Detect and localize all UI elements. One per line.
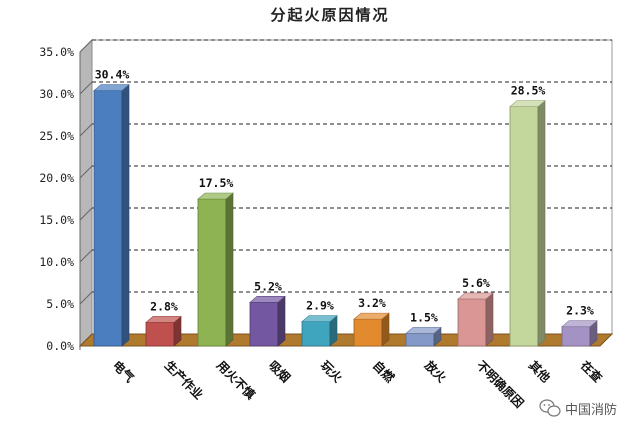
y-tick-label: 0.0% — [46, 339, 74, 353]
data-label: 3.2% — [358, 296, 386, 310]
bar — [457, 292, 494, 347]
bar — [405, 326, 442, 347]
wechat-icon — [539, 399, 561, 417]
gridline-side — [79, 81, 93, 95]
x-tick-label: 放火 — [421, 357, 450, 386]
bar — [561, 320, 598, 347]
bar — [197, 192, 234, 347]
gridline-side — [79, 39, 93, 53]
data-label: 1.5% — [410, 310, 438, 324]
data-label: 30.4% — [95, 68, 130, 82]
y-tick-label: 20.0% — [39, 171, 74, 185]
y-tick-label: 10.0% — [39, 255, 74, 269]
chart-title: 分起火原因情况 — [270, 6, 389, 24]
x-tick-label: 电气 — [110, 358, 138, 386]
bar — [301, 314, 338, 347]
x-tick-label: 不明确原因 — [474, 358, 527, 411]
x-tick-label: 吸烟 — [266, 358, 293, 385]
gridline-side — [79, 291, 93, 305]
plot-area: 0.0% 5.0% 10.0% 15.0% 20.0% 25.0% 30.0% 35.0% 30… — [39, 38, 614, 411]
y-tick-label: 5.0% — [46, 297, 74, 311]
data-label: 28.5% — [511, 84, 546, 98]
gridline-side — [79, 123, 93, 137]
bar — [93, 83, 130, 347]
data-label: 2.9% — [306, 299, 334, 313]
x-tick-label: 自燃 — [370, 358, 398, 386]
y-tick-label: 35.0% — [39, 45, 74, 59]
bar — [145, 315, 182, 347]
data-label: 5.6% — [462, 276, 490, 290]
x-tick-label: 用火不慎 — [213, 357, 258, 402]
x-tick-label: 其他 — [526, 358, 554, 386]
data-label: 5.2% — [254, 279, 282, 293]
y-tick-label: 25.0% — [39, 129, 74, 143]
side-wall — [79, 38, 93, 348]
gridline-side — [79, 207, 93, 221]
x-tick-label: 玩火 — [318, 358, 346, 386]
watermark: 中国消防 — [539, 399, 617, 418]
bar — [353, 312, 390, 347]
data-label: 17.5% — [199, 176, 234, 190]
x-tick-label: 在查 — [578, 358, 606, 386]
gridline-side — [79, 249, 93, 263]
bar — [249, 295, 286, 347]
gridline-side — [79, 165, 93, 179]
y-tick-label: 15.0% — [39, 213, 74, 227]
y-tick-label: 30.0% — [39, 87, 74, 101]
bar — [509, 99, 546, 347]
x-tick-label: 生产作业 — [162, 358, 207, 403]
data-label: 2.3% — [566, 304, 594, 318]
data-label: 2.8% — [150, 299, 178, 313]
watermark-text: 中国消防 — [565, 402, 617, 418]
